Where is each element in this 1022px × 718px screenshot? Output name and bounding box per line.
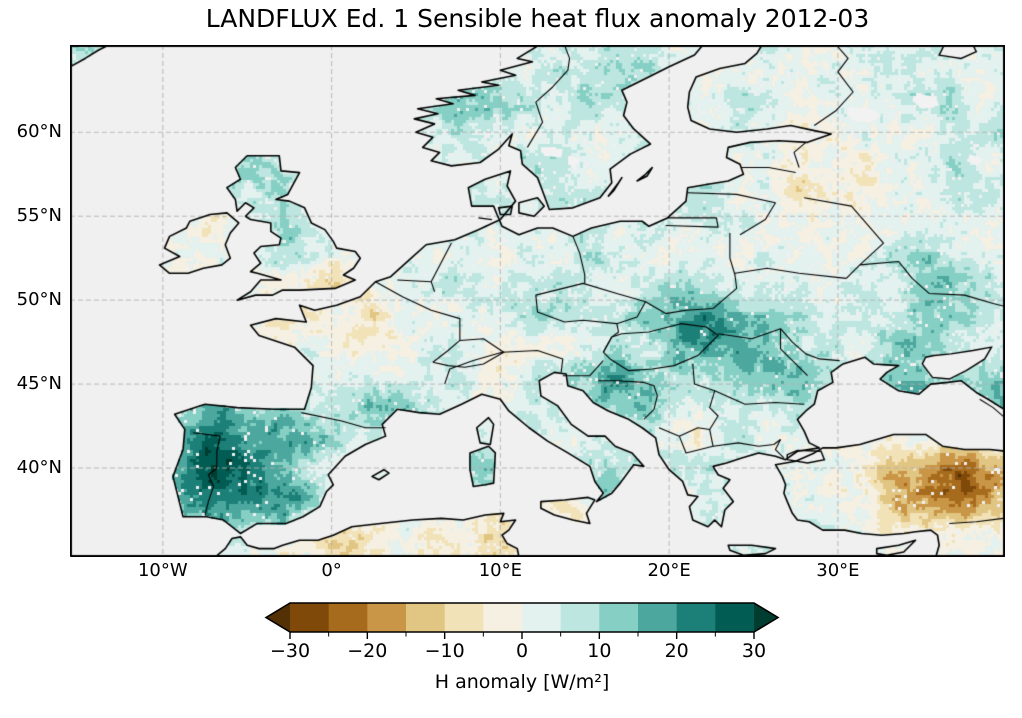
colorbar-tick-label: 10: [587, 640, 612, 662]
colorbar-extend-min: [266, 603, 290, 632]
colorbar-segment: [483, 603, 523, 632]
x-tick-label: 10°E: [478, 560, 522, 581]
colorbar-segment: [367, 603, 407, 632]
colorbar-segment: [676, 603, 716, 632]
colorbar-extend-max: [754, 603, 778, 632]
colorbar-tick-label: −10: [424, 640, 465, 662]
colorbar-segment: [715, 603, 755, 632]
x-tick-label: 0°: [321, 560, 342, 581]
colorbar-tick-label: −20: [347, 640, 388, 662]
colorbar-segment: [560, 603, 600, 632]
y-tick-label: 60°N: [16, 121, 62, 143]
x-tick-label: 20°E: [647, 560, 691, 581]
colorbar-segment: [328, 603, 368, 632]
plot-title: LANDFLUX Ed. 1 Sensible heat flux anomal…: [205, 4, 870, 33]
colorbar-tick-label: −30: [269, 640, 311, 662]
y-tick-label: 50°N: [16, 289, 62, 311]
y-tick-label: 40°N: [16, 457, 62, 479]
colorbar-label: H anomaly [W/m²]: [434, 671, 610, 693]
colorbar-segment: [290, 603, 330, 632]
colorbar: [264, 602, 780, 639]
y-tick-label: 45°N: [16, 373, 62, 395]
colorbar-segment: [522, 603, 562, 632]
colorbar-segment: [406, 603, 446, 632]
colorbar-segment: [444, 603, 484, 632]
colorbar-segment: [638, 603, 678, 632]
colorbar-tick-label: 30: [741, 640, 767, 662]
map-canvas: [70, 45, 1005, 557]
colorbar-tick-label: 0: [515, 640, 529, 662]
x-tick-label: 10°W: [137, 560, 188, 581]
colorbar-segment: [599, 603, 639, 632]
colorbar-tick-label: 20: [664, 640, 689, 662]
y-tick-label: 55°N: [16, 205, 62, 227]
x-tick-label: 30°E: [816, 560, 860, 581]
